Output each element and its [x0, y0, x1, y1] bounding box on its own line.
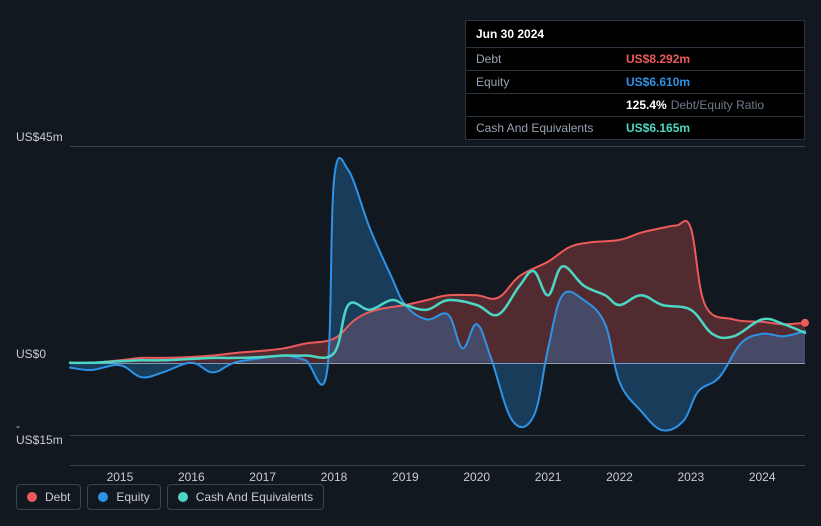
- x-axis-label: 2018: [321, 470, 348, 484]
- dot-icon: [98, 492, 108, 502]
- series-svg: [70, 120, 805, 465]
- ratio-value: 125.4%: [626, 98, 667, 112]
- y-axis-label: US$45m: [16, 130, 66, 144]
- legend-item-cash[interactable]: Cash And Equivalents: [167, 484, 324, 510]
- y-axis-label: US$0: [16, 347, 66, 361]
- tooltip-date: Jun 30 2024: [466, 21, 804, 48]
- x-axis-label: 2021: [535, 470, 562, 484]
- x-axis-line: [70, 465, 805, 466]
- tooltip-row-equity: Equity US$6.610m: [466, 71, 804, 94]
- tooltip-value: US$8.292m: [626, 52, 690, 66]
- legend-label: Cash And Equivalents: [196, 490, 313, 504]
- legend-item-equity[interactable]: Equity: [87, 484, 160, 510]
- tooltip-row-ratio: 125.4% Debt/Equity Ratio: [466, 94, 804, 117]
- legend-label: Equity: [116, 490, 149, 504]
- x-axis-label: 2022: [606, 470, 633, 484]
- x-axis-label: 2024: [749, 470, 776, 484]
- plot-area[interactable]: [70, 120, 805, 465]
- debt-end-marker-icon: [801, 319, 809, 327]
- chart-legend: Debt Equity Cash And Equivalents: [16, 484, 324, 510]
- tooltip-value: US$6.610m: [626, 75, 690, 89]
- dot-icon: [178, 492, 188, 502]
- legend-label: Debt: [45, 490, 70, 504]
- x-axis-label: 2020: [463, 470, 490, 484]
- tooltip-label: [476, 98, 626, 112]
- y-axis-label: -US$15m: [16, 419, 66, 447]
- tooltip-value: 125.4% Debt/Equity Ratio: [626, 98, 764, 112]
- tooltip-row-debt: Debt US$8.292m: [466, 48, 804, 71]
- x-axis-label: 2016: [178, 470, 205, 484]
- tooltip-label: Debt: [476, 52, 626, 66]
- legend-item-debt[interactable]: Debt: [16, 484, 81, 510]
- ratio-sublabel: Debt/Equity Ratio: [671, 98, 764, 112]
- tooltip-label: Equity: [476, 75, 626, 89]
- x-axis-label: 2023: [677, 470, 704, 484]
- x-axis-label: 2015: [107, 470, 134, 484]
- x-axis-label: 2017: [249, 470, 276, 484]
- dot-icon: [27, 492, 37, 502]
- x-axis-label: 2019: [392, 470, 419, 484]
- financials-chart: US$45mUS$0-US$15m 2015201620172018201920…: [16, 120, 805, 465]
